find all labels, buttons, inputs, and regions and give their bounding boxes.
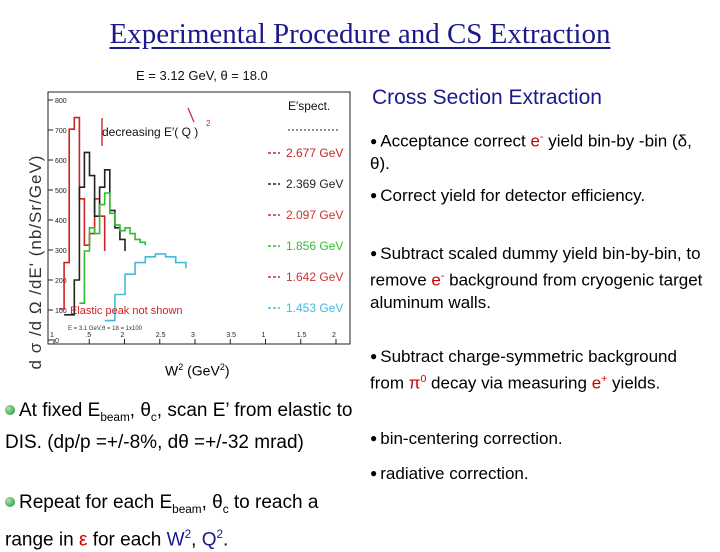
cross-section-heading: Cross Section Extraction [372, 86, 602, 109]
bullet-radiative: ● radiative correction. [370, 464, 529, 483]
x-tick-label: 1 [50, 332, 54, 339]
x-tick-label: 3 [191, 332, 195, 339]
legend-label-5: 1.453 GeV [286, 301, 343, 315]
x-tick-label: 2 [332, 332, 336, 339]
x-tick-label: .5 [85, 332, 91, 339]
y-tick-label: 400 [55, 218, 67, 225]
annotation-q2-sup: 2 [206, 119, 211, 128]
x-axis-label: W2 (GeV2) [165, 362, 230, 379]
y-tick-label: 200 [55, 278, 67, 285]
plot-frame [47, 91, 351, 345]
legend-label-3: 1.856 GeV [286, 239, 343, 253]
legend-label-2: 2.097 GeV [286, 208, 343, 222]
series-line-3 [104, 253, 187, 322]
legend-title: E′spect. [288, 99, 330, 113]
annotation-elastic: Elastic peak not shown [70, 305, 183, 317]
plot-footer-text: E = 3.1 GeV,θ = 18 = 1x100 [68, 326, 143, 332]
bullet-charge-symmetric: ● Subtract charge-symmetric background fr… [370, 347, 677, 393]
y-tick-label: 800 [55, 98, 67, 105]
y-tick-label: 600 [55, 158, 67, 165]
legend-label-1: 2.369 GeV [286, 177, 343, 191]
legend-label-0: 2.677 GeV [286, 146, 343, 160]
y-tick-label: 300 [55, 248, 67, 255]
x-tick-label: 3.5 [226, 332, 236, 339]
x-tick-label: 2 [121, 332, 125, 339]
bullet-bin-centering: ● bin-centering correction. [370, 429, 563, 448]
x-tick-label: 1.5 [297, 332, 307, 339]
bullet-efficiency: ● Correct yield for detector efficiency. [370, 186, 646, 205]
cross-section-plot: E = 3.12 GeV, θ = 18.0 800 700 600 500 400 300… [18, 62, 358, 369]
page-title: Experimental Procedure and CS Extraction [109, 18, 611, 50]
green-bullet-icon [5, 405, 15, 415]
decreasing-arrow [187, 107, 195, 123]
y-tick-label: 500 [55, 188, 67, 195]
series-line-2 [79, 192, 147, 304]
plot-svg: E = 3.12 GeV, θ = 18.0 800 700 600 500 400 300… [47, 68, 351, 345]
left-paragraph-scan: At fixed Ebeam, θc, scan E’ from elastic… [5, 400, 353, 453]
legend-label-4: 1.642 GeV [286, 270, 343, 284]
plot-header-text: E = 3.12 GeV, θ = 18.0 [136, 68, 268, 83]
y-tick-label: 100 [55, 308, 67, 315]
y-tick-label: 700 [55, 128, 67, 135]
y-tick-label: 0 [55, 338, 59, 345]
bullet-dummy: ● Subtract scaled dummy yield bin-by-bin,… [370, 244, 703, 312]
x-tick-label: 1 [262, 332, 266, 339]
left-paragraph-repeat: Repeat for each Ebeam, θc to reach a ran… [5, 492, 319, 551]
bullet-acceptance: ● Acceptance correct e- yield bin-by -bin… [370, 131, 692, 173]
y-axis-label: d σ /d Ω /dE' (nb/Sr/GeV) [26, 154, 45, 370]
green-bullet-icon [5, 497, 15, 507]
x-tick-label: 2.5 [156, 332, 166, 339]
annotation-decreasing: decreasing E′( Q ) [102, 125, 198, 139]
